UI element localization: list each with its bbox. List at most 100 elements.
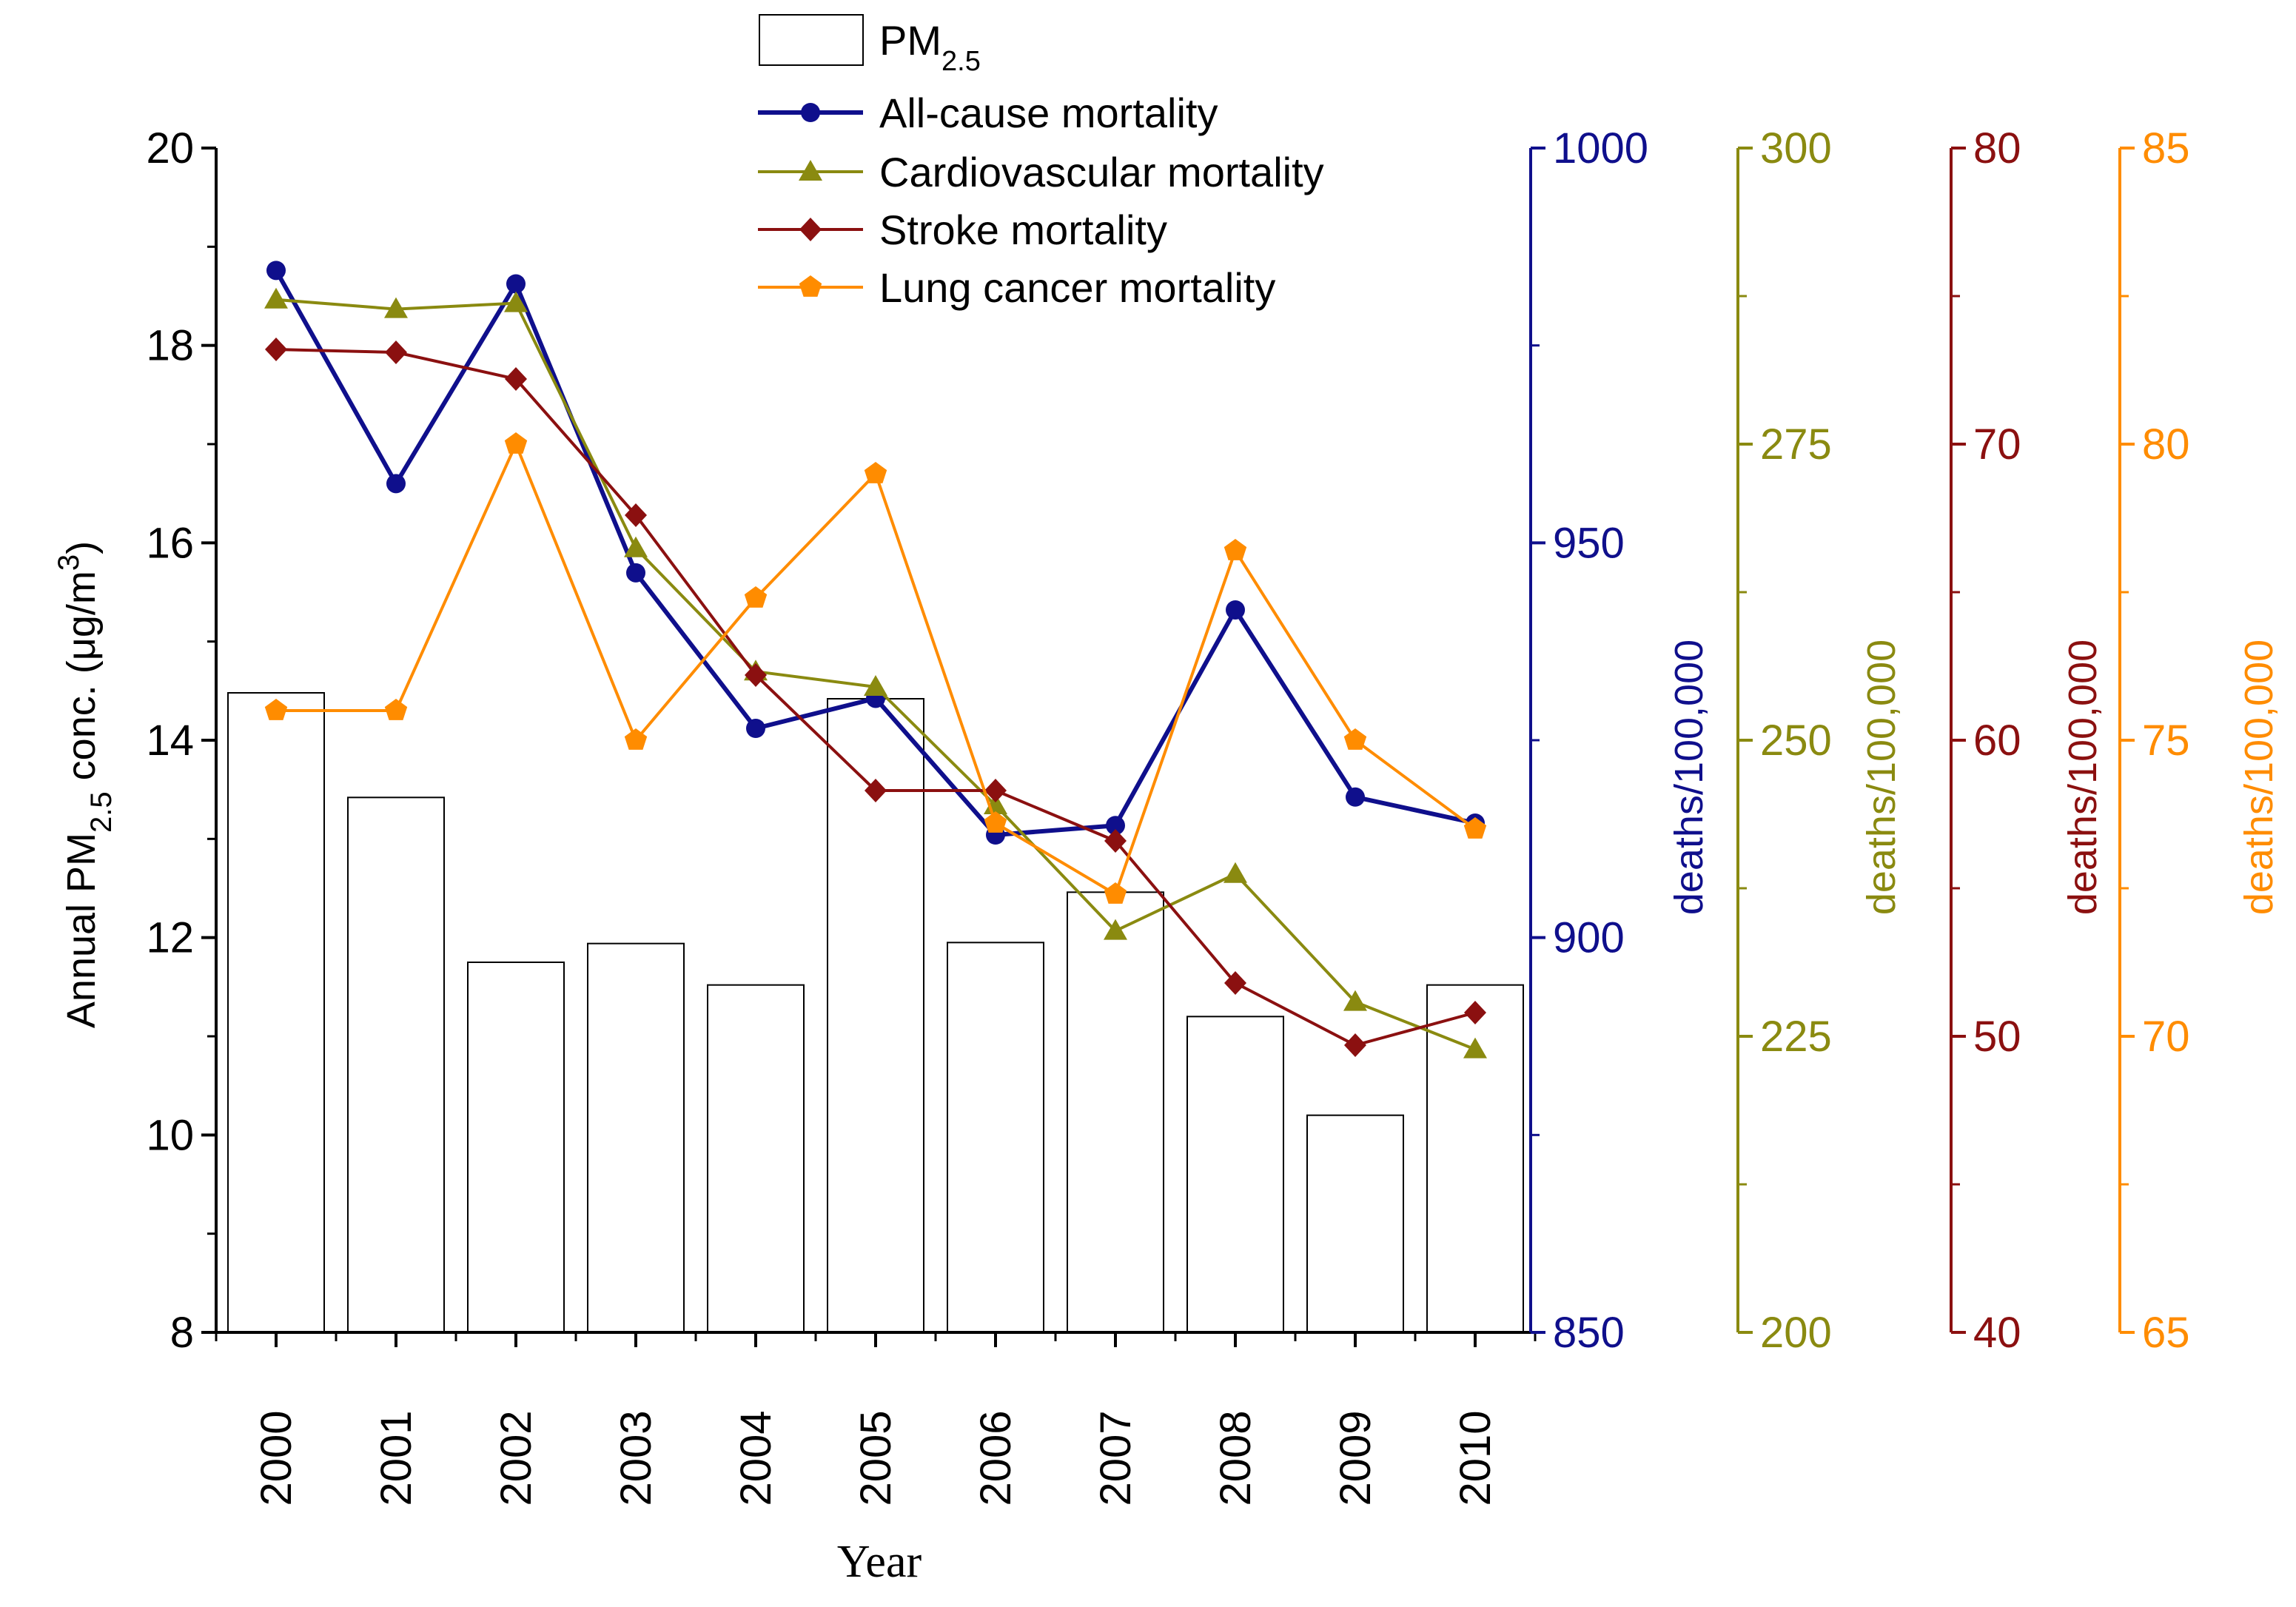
right-tick-label: 900 [1553, 914, 1625, 962]
x-tick-label-2006: 2006 [972, 1410, 1020, 1506]
point-cardiovascular-mortality-2010 [1463, 1037, 1487, 1059]
x-tick-label-2001: 2001 [372, 1410, 420, 1506]
legend-bar-swatch [759, 14, 864, 66]
x-tick-label-2002: 2002 [492, 1410, 540, 1506]
right-tick-label: 300 [1760, 124, 1832, 172]
point-stroke-mortality-2008 [1224, 971, 1246, 995]
point-lung-cancer-mortality-2010 [1463, 817, 1487, 839]
right-axes: 850 900 950 1000 deaths/100,000 200 225 250 275 3… [1529, 124, 2281, 1357]
legend-label: All-cause mortality [879, 90, 1218, 136]
point-all-cause-mortality-2007 [1106, 816, 1125, 836]
point-lung-cancer-mortality-2004 [744, 586, 768, 608]
series-all-cause-mortality [266, 261, 1485, 845]
point-stroke-mortality-2004 [745, 663, 767, 687]
series-stroke-mortality [265, 338, 1486, 1057]
right-tick-label: 60 [1973, 717, 2021, 765]
legend-label: Cardiovascular mortality [879, 149, 1324, 195]
point-stroke-mortality-2005 [865, 779, 887, 802]
right-tick-label: 50 [1973, 1013, 2021, 1061]
point-lung-cancer-mortality-2001 [384, 699, 408, 720]
left-tick-label: 12 [146, 914, 194, 962]
legend-marker [799, 275, 822, 297]
x-axis-title: Year [837, 1537, 922, 1587]
legend-item-cardiovascular-mortality: Cardiovascular mortality [758, 149, 1324, 195]
y-axis-title-part2: conc. (μg/m [59, 571, 104, 791]
point-all-cause-mortality-2004 [746, 719, 765, 738]
left-tick-label: 10 [146, 1111, 194, 1159]
point-all-cause-mortality-2002 [506, 274, 526, 294]
point-stroke-mortality-2006 [984, 779, 1007, 802]
left-tick-label: 20 [146, 124, 194, 172]
pm25-bar-2006 [947, 942, 1044, 1334]
point-cardiovascular-mortality-2005 [864, 675, 887, 696]
series-lung-cancer-mortality [264, 432, 1487, 904]
right-tick-label: 200 [1760, 1309, 1832, 1357]
legend-item-all-cause-mortality: All-cause mortality [758, 90, 1218, 136]
x-tick-label-2005: 2005 [852, 1410, 900, 1506]
left-tick-label: 8 [170, 1309, 194, 1357]
point-stroke-mortality-2002 [505, 367, 527, 391]
legend-marker [801, 103, 820, 122]
legend-bar-sub: 2.5 [941, 46, 981, 77]
point-cardiovascular-mortality-2002 [504, 291, 528, 312]
pm25-bar-2004 [707, 984, 805, 1333]
right-tick-label: 275 [1760, 420, 1832, 469]
x-tick-label-2010: 2010 [1451, 1410, 1500, 1506]
legend-item-lung-cancer-mortality: Lung cancer mortality [758, 264, 1275, 311]
x-tick-label-2000: 2000 [252, 1410, 301, 1506]
left-tick-label: 14 [146, 717, 194, 765]
y-axis-title-sup: 3 [53, 554, 85, 571]
legend-marker [799, 218, 822, 241]
point-cardiovascular-mortality-2009 [1343, 990, 1367, 1011]
legend-label: Lung cancer mortality [879, 264, 1275, 311]
right-tick-label: 40 [1973, 1309, 2021, 1357]
point-stroke-mortality-2003 [625, 503, 647, 527]
right-tick-label: 225 [1760, 1013, 1832, 1061]
legend-bar-label: PM2.5 [879, 17, 981, 77]
right-tick-label: 950 [1553, 519, 1625, 567]
right-tick-label: 80 [2142, 420, 2190, 469]
point-lung-cancer-mortality-2000 [264, 699, 288, 720]
right-axis-3: 40 50 60 70 80 deaths/100,000 [1950, 124, 2105, 1357]
point-stroke-mortality-2009 [1344, 1033, 1366, 1057]
point-lung-cancer-mortality-2009 [1343, 728, 1367, 750]
left-axis: 8 10 12 14 16 18 20 [146, 124, 218, 1357]
point-all-cause-mortality-2001 [386, 474, 406, 494]
point-all-cause-mortality-2000 [266, 261, 286, 281]
point-all-cause-mortality-2009 [1346, 787, 1365, 807]
right-tick-label: 250 [1760, 717, 1832, 765]
left-tick-label: 18 [146, 322, 194, 370]
y-axis-title-sub: 2.5 [85, 791, 118, 833]
legend: PM2.5 All-cause mortality Cardiovascular … [758, 14, 1324, 311]
right-axis-title: deaths/100,000 [2237, 640, 2281, 915]
point-lung-cancer-mortality-2005 [864, 462, 887, 483]
right-axis-4: 65 70 75 80 85 deaths/100,000 [2118, 124, 2281, 1357]
left-tick-label: 16 [146, 519, 194, 567]
right-axis-title: deaths/100,000 [1859, 640, 1904, 915]
x-tick-label-2009: 2009 [1332, 1410, 1380, 1506]
pm25-bar-2005 [827, 698, 924, 1333]
right-axis-title: deaths/100,000 [1667, 640, 1711, 915]
point-stroke-mortality-2000 [265, 338, 287, 361]
right-tick-label: 85 [2142, 124, 2190, 172]
x-tick-label-2008: 2008 [1212, 1410, 1260, 1506]
y-axis-title-part1: Annual PM [59, 833, 104, 1028]
point-stroke-mortality-2007 [1104, 829, 1127, 853]
right-tick-label: 80 [1973, 124, 2021, 172]
legend-marker [799, 160, 822, 181]
bars-layer [227, 692, 1524, 1334]
point-stroke-mortality-2001 [385, 340, 407, 364]
right-axis-1: 850 900 950 1000 deaths/100,000 [1529, 124, 1711, 1357]
right-tick-label: 75 [2142, 717, 2190, 765]
right-tick-label: 70 [1973, 420, 2021, 469]
y-axis-title: Annual PM2.5 conc. (μg/m3) [53, 541, 118, 1028]
point-lung-cancer-mortality-2007 [1104, 882, 1127, 904]
right-tick-label: 70 [2142, 1013, 2190, 1061]
x-tick-label-2004: 2004 [732, 1410, 780, 1506]
pm25-bar-2007 [1067, 891, 1164, 1334]
right-tick-label: 850 [1553, 1309, 1625, 1357]
x-tick-label-2007: 2007 [1092, 1410, 1140, 1506]
right-tick-label: 1000 [1553, 124, 1648, 172]
point-all-cause-mortality-2003 [626, 563, 645, 583]
